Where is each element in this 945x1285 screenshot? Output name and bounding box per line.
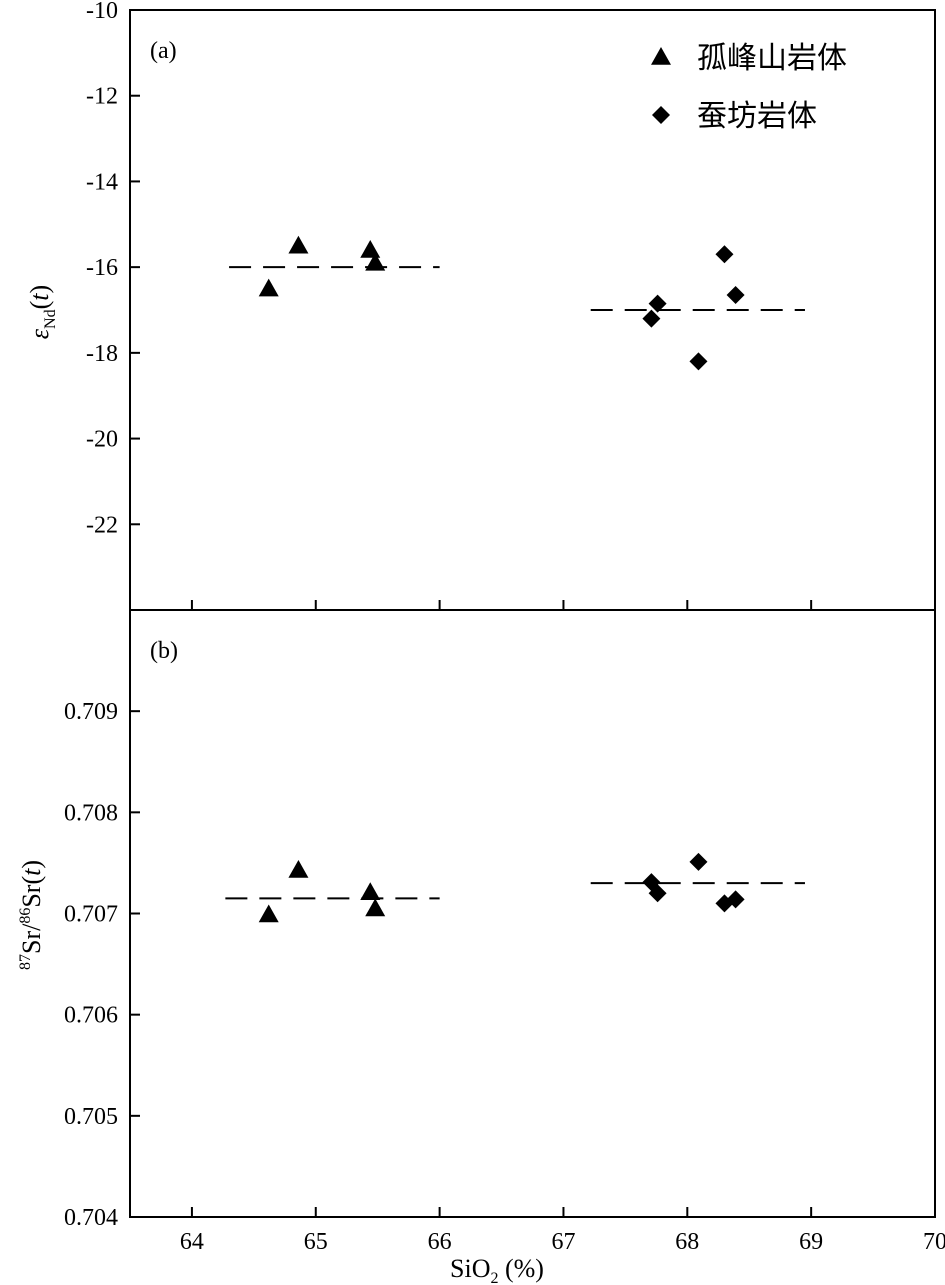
data-point-diamond	[689, 352, 708, 371]
y-title-subscript: Nd	[42, 309, 59, 329]
y-tick-label: -22	[86, 512, 118, 538]
panel-label: (a)	[150, 38, 177, 64]
y-title-close: )	[17, 860, 46, 869]
x-tick-label: 64	[180, 1229, 204, 1255]
legend-label: 孤峰山岩体	[697, 41, 847, 76]
x-title-base: SiO	[450, 1254, 490, 1283]
data-point-diamond	[715, 245, 734, 264]
data-point-diamond	[648, 884, 667, 903]
data-point-triangle	[360, 882, 381, 901]
x-tick-label: 70	[923, 1229, 945, 1255]
y-title-sup2: 86	[17, 908, 34, 924]
y-tick-label: 0.706	[64, 1003, 118, 1029]
x-tick-label: 68	[675, 1229, 699, 1255]
x-title-suffix: (%)	[498, 1254, 543, 1283]
x-tick-label: 69	[799, 1229, 823, 1255]
plot-frame	[129, 609, 936, 1218]
y-tick-label: 0.704	[64, 1205, 118, 1231]
y-title-mid: Sr/	[17, 923, 46, 954]
y-axis-title: 87Sr/86Sr(t)	[17, 860, 46, 970]
y-tick-label: -12	[86, 84, 118, 110]
y-tick-label: -16	[86, 255, 118, 281]
y-tick-label: 0.707	[64, 902, 118, 928]
data-point-triangle	[258, 904, 279, 923]
data-point-triangle	[288, 235, 309, 254]
panel-b: 0.704 0.705 0.706 0.707 0.708 0.709 64 65 66 67 68…	[17, 609, 945, 1285]
y-title-sup1: 87	[17, 954, 34, 970]
y-title-open: (	[25, 301, 54, 310]
data-point-diamond	[642, 309, 661, 328]
x-tick-label: 67	[551, 1229, 575, 1255]
legend-marker-diamond	[652, 106, 670, 124]
data-point-triangle	[288, 859, 309, 878]
y-title-tail: Sr(	[17, 876, 46, 908]
y-tick-label: -18	[86, 341, 118, 367]
y-axis-title: εNd(t)	[25, 285, 59, 339]
data-point-diamond	[726, 890, 745, 909]
y-tick-label: 0.708	[64, 800, 118, 826]
data-point-triangle	[258, 278, 279, 297]
data-point-triangle	[360, 240, 381, 258]
x-axis-title: SiO2 (%)	[450, 1254, 544, 1285]
y-tick-label: -10	[86, 0, 118, 24]
data-point-triangle	[365, 898, 386, 917]
x-title-subscript: 2	[490, 1270, 498, 1285]
data-point-triangle	[365, 252, 386, 271]
data-point-diamond	[689, 852, 708, 871]
x-tick-label: 65	[304, 1229, 328, 1255]
y-title-close: )	[25, 285, 54, 294]
legend-marker-triangle	[651, 47, 671, 65]
x-tick-label: 66	[428, 1229, 452, 1255]
data-point-diamond	[648, 294, 667, 313]
panel-label: (b)	[150, 638, 178, 664]
y-title-var: t	[25, 293, 54, 301]
y-tick-label: -20	[86, 427, 118, 453]
data-point-diamond	[726, 286, 745, 304]
y-tick-label: 0.709	[64, 699, 118, 725]
y-tick-label: -14	[86, 169, 118, 195]
y-title-var: t	[17, 868, 46, 876]
y-tick-label: 0.705	[64, 1104, 118, 1130]
legend-label: 蚕坊岩体	[697, 99, 817, 134]
y-title-symbol: ε	[25, 328, 54, 339]
